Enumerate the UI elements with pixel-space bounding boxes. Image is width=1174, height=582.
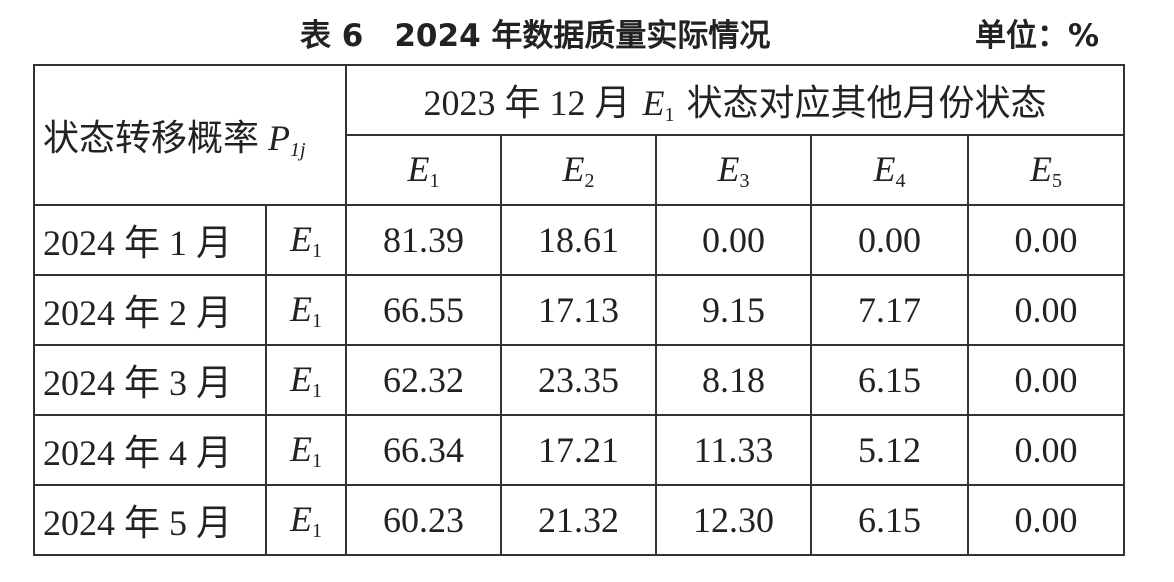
data-table: 状态转移概率 P1j 2023 年 12 月 E1 状态对应其他月份状态 E1 E2 E…	[32, 64, 1126, 556]
state-cell-sub: 1	[312, 239, 322, 262]
corner-var: P	[268, 117, 291, 158]
month-cell: 2024 年 1 月	[33, 204, 267, 276]
corner-header: 状态转移概率 P1j	[32, 64, 348, 206]
group-before: 2023 年 12 月	[423, 82, 631, 123]
month-cell: 2024 年 5 月	[33, 484, 267, 556]
value-cell: 81.39	[345, 204, 503, 276]
value-cell: 0.00	[967, 414, 1126, 486]
table-row: 2024 年 3 月 E1 62.32 23.35 8.18 6.15 0.00	[33, 344, 1126, 416]
value-cell: 9.15	[655, 274, 813, 346]
state-cell-var: E	[290, 498, 312, 539]
corner-sub: 1j	[290, 138, 306, 161]
value-cell: 0.00	[967, 274, 1126, 346]
value-cell: 17.13	[500, 274, 658, 346]
value-cell: 0.00	[967, 204, 1126, 276]
column-header-var: E	[717, 148, 740, 189]
column-header-row: E1 E2 E3 E4 E5	[34, 134, 1126, 206]
table-row: 2024 年 2 月 E1 66.55 17.13 9.15 7.17 0.00	[33, 274, 1126, 346]
table-row: 2024 年 4 月 E1 66.34 17.21 11.33 5.12 0.00	[33, 414, 1126, 486]
value-cell: 21.32	[500, 484, 658, 556]
value-cell: 8.18	[655, 344, 813, 416]
value-cell: 66.34	[345, 414, 503, 486]
value-cell: 0.00	[810, 204, 970, 276]
state-cell-var: E	[290, 288, 312, 329]
state-cell-sub: 1	[312, 309, 322, 332]
state-cell: E1	[264, 484, 348, 556]
state-cell-var: E	[290, 358, 312, 399]
value-cell: 6.15	[810, 344, 970, 416]
state-cell: E1	[264, 204, 348, 276]
state-cell-sub: 1	[312, 519, 322, 542]
month-cell: 2024 年 3 月	[33, 344, 267, 416]
group-sub: 1	[664, 103, 675, 126]
column-header: E2	[500, 134, 658, 206]
state-cell: E1	[264, 414, 348, 486]
column-header-var: E	[407, 148, 430, 189]
value-cell: 60.23	[345, 484, 503, 556]
column-header-sub: 1	[429, 169, 440, 192]
column-header: E5	[967, 134, 1126, 206]
column-header-sub: 3	[739, 169, 750, 192]
value-cell: 17.21	[500, 414, 658, 486]
value-cell: 6.15	[810, 484, 970, 556]
unit-label: 单位：%	[975, 18, 1100, 54]
group-header: 2023 年 12 月 E1 状态对应其他月份状态	[345, 64, 1126, 136]
table-body: 2024 年 1 月 E1 81.39 18.61 0.00 0.00 0.00 2024 年…	[33, 204, 1126, 556]
state-cell-sub: 1	[312, 449, 322, 472]
column-header: E1	[345, 134, 503, 206]
state-cell-var: E	[290, 428, 312, 469]
table-title: 表 6 2024 年数据质量实际情况	[300, 18, 771, 54]
column-header-var: E	[873, 148, 896, 189]
value-cell: 23.35	[500, 344, 658, 416]
column-header-sub: 5	[1052, 169, 1063, 192]
month-cell: 2024 年 4 月	[33, 414, 267, 486]
group-var: E	[642, 82, 665, 123]
state-cell-var: E	[290, 218, 312, 259]
table-row: 2024 年 5 月 E1 60.23 21.32 12.30 6.15 0.00	[33, 484, 1126, 556]
value-cell: 5.12	[810, 414, 970, 486]
corner-text: 状态转移概率	[43, 117, 260, 158]
month-cell: 2024 年 2 月	[33, 274, 267, 346]
value-cell: 62.32	[345, 344, 503, 416]
value-cell: 12.30	[655, 484, 813, 556]
value-cell: 0.00	[967, 484, 1126, 556]
value-cell: 7.17	[810, 274, 970, 346]
state-cell-sub: 1	[312, 379, 322, 402]
value-cell: 0.00	[967, 344, 1126, 416]
column-header-sub: 2	[584, 169, 595, 192]
column-header: E3	[655, 134, 813, 206]
value-cell: 0.00	[655, 204, 813, 276]
value-cell: 66.55	[345, 274, 503, 346]
group-after: 状态对应其他月份状态	[686, 82, 1047, 123]
column-header-var: E	[1030, 148, 1053, 189]
column-header-var: E	[562, 148, 585, 189]
value-cell: 11.33	[655, 414, 813, 486]
table-row: 2024 年 1 月 E1 81.39 18.61 0.00 0.00 0.00	[33, 204, 1126, 276]
state-cell: E1	[264, 344, 348, 416]
column-header-sub: 4	[895, 169, 906, 192]
column-header: E4	[810, 134, 970, 206]
state-cell: E1	[264, 274, 348, 346]
value-cell: 18.61	[500, 204, 658, 276]
